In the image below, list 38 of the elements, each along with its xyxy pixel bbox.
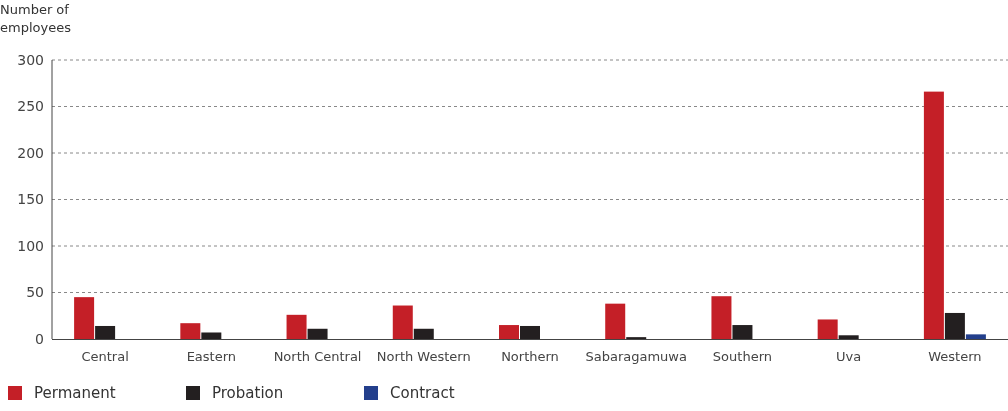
bar <box>392 305 413 339</box>
legend-label: Contract <box>390 384 455 403</box>
y-tick-label: 50 <box>26 284 44 301</box>
y-tick-label: 100 <box>17 237 44 254</box>
x-tick-label: North Central <box>273 349 362 364</box>
bar <box>95 325 116 339</box>
y-tick-label: 0 <box>35 330 44 347</box>
y-axis-title: Number of employees <box>0 2 72 35</box>
bar <box>817 319 838 339</box>
x-tick-label: North Western <box>376 349 471 364</box>
bar <box>605 303 626 339</box>
x-tick-label: Northern <box>501 349 559 364</box>
bar <box>944 312 965 339</box>
x-tick-label: Central <box>81 349 129 364</box>
y-tick-label: 250 <box>17 98 44 115</box>
bar <box>74 297 95 339</box>
x-tick-label: Southern <box>712 349 773 364</box>
bar <box>923 91 944 339</box>
x-tick-label: Sabaragamuwa <box>585 349 687 364</box>
bar <box>201 332 222 339</box>
y-tick-label: 300 <box>17 51 44 68</box>
x-tick-label: Uva <box>836 349 862 364</box>
bar <box>711 296 732 339</box>
bar <box>180 323 201 339</box>
bar <box>965 334 986 339</box>
y-tick-label: 200 <box>17 144 44 161</box>
bar <box>307 328 328 339</box>
bar <box>286 314 307 339</box>
x-tick-label: Western <box>928 349 982 364</box>
bar <box>499 325 519 339</box>
y-tick-label: 150 <box>17 191 44 208</box>
bar <box>732 325 753 339</box>
bar <box>520 325 540 339</box>
x-tick-label: Eastern <box>186 349 237 364</box>
legend-label: Permanent <box>34 384 116 403</box>
legend-label: Probation <box>212 384 284 403</box>
bar <box>838 335 859 339</box>
bar <box>413 328 434 339</box>
